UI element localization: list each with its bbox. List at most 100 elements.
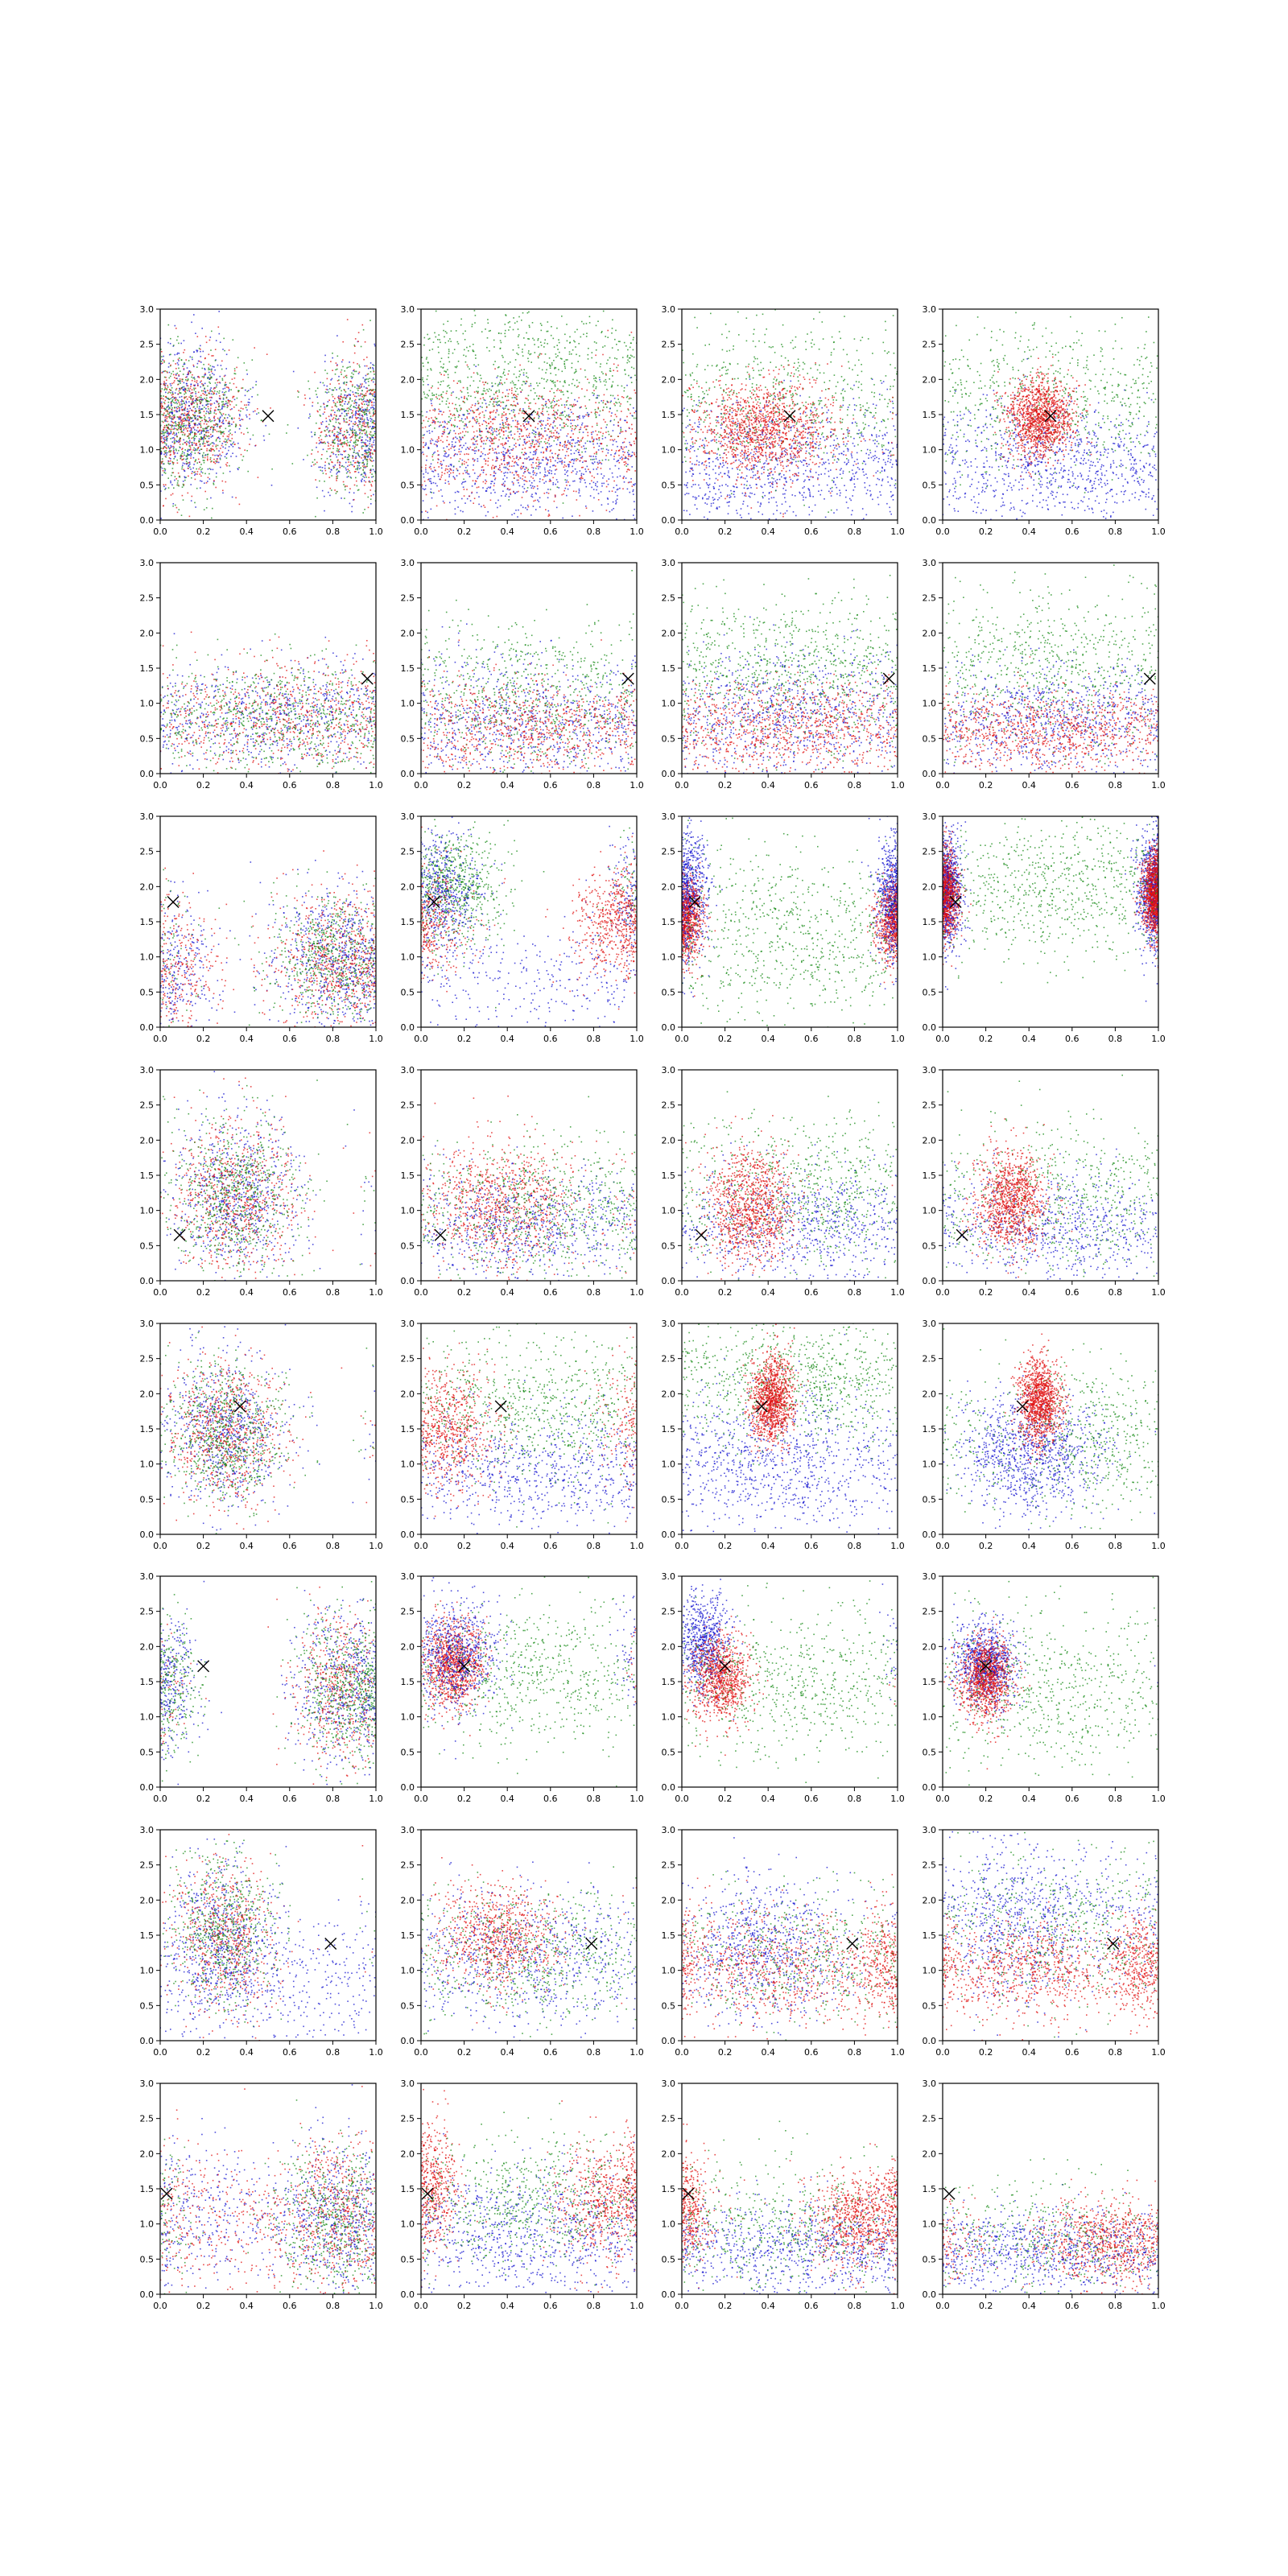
scatter-point [497, 411, 498, 412]
scatter-point [213, 366, 215, 368]
scatter-point [210, 365, 212, 367]
scatter-point [199, 461, 200, 463]
scatter-point [233, 383, 235, 385]
scatter-point [366, 453, 368, 455]
scatter-point [368, 507, 369, 509]
scatter-point [336, 431, 338, 433]
scatter-point [526, 453, 527, 455]
scatter-point [225, 448, 226, 449]
scatter-point [531, 487, 533, 489]
scatter-point [477, 393, 479, 394]
scatter-point [509, 413, 510, 415]
scatter-point [599, 440, 601, 441]
scatter-point [466, 347, 468, 349]
scatter-point [497, 377, 498, 378]
scatter-point [613, 481, 615, 482]
scatter-point [349, 503, 351, 505]
scatter-point [481, 469, 483, 471]
scatter-point [168, 414, 170, 415]
scatter-point [632, 452, 634, 453]
scatter-point [185, 425, 187, 427]
scatter-point [342, 446, 344, 448]
scatter-point [369, 445, 371, 447]
scatter-point [184, 463, 186, 464]
scatter-point [499, 432, 501, 434]
scatter-point [180, 416, 181, 418]
scatter-point [353, 452, 355, 453]
scatter-point [350, 409, 352, 411]
scatter-point [164, 489, 166, 490]
scatter-point [483, 472, 485, 473]
scatter-point [350, 381, 352, 382]
scatter-point [463, 355, 464, 357]
scatter-point [546, 458, 547, 460]
scatter-point [348, 476, 349, 477]
scatter-point [171, 475, 172, 477]
scatter-point [606, 486, 608, 488]
scatter-point [564, 490, 565, 492]
scatter-point [332, 441, 334, 443]
scatter-point [592, 431, 594, 433]
scatter-point [192, 437, 194, 439]
scatter-point [364, 485, 365, 486]
scatter-point [566, 495, 568, 497]
scatter-point [345, 462, 347, 464]
scatter-point [340, 444, 341, 445]
scatter-point [354, 395, 356, 397]
scatter-point [609, 357, 611, 359]
scatter-point [490, 493, 492, 494]
scatter-point [423, 454, 424, 456]
scatter-point [365, 477, 367, 478]
scatter-point [241, 454, 242, 456]
scatter-point [538, 357, 539, 359]
scatter-point [448, 374, 449, 376]
scatter-point [224, 417, 225, 419]
scatter-point [625, 345, 627, 347]
scatter-point [209, 369, 211, 370]
scatter-point [167, 477, 169, 479]
scatter-point [624, 342, 625, 344]
scatter-point [181, 449, 183, 451]
scatter-point [176, 403, 178, 405]
scatter-point [357, 435, 358, 436]
scatter-point [183, 420, 184, 422]
scatter-point [507, 488, 509, 489]
scatter-point [229, 446, 230, 448]
scatter-point [468, 448, 469, 450]
scatter-point [170, 458, 171, 460]
scatter-point [189, 440, 191, 442]
scatter-point [330, 459, 332, 460]
scatter-point [178, 364, 180, 365]
scatter-point [349, 464, 350, 466]
scatter-point [338, 470, 340, 472]
scatter-point [447, 472, 448, 473]
scatter-point [503, 473, 505, 474]
scatter-point [197, 448, 199, 449]
scatter-point [571, 411, 572, 413]
scatter-point [506, 421, 508, 423]
scatter-point [447, 469, 448, 470]
scatter-point [181, 514, 183, 516]
scatter-point [213, 445, 214, 447]
scatter-point [351, 378, 353, 379]
scatter-point [175, 397, 176, 398]
scatter-point [298, 396, 299, 398]
scatter-point [334, 398, 336, 399]
scatter-point [160, 363, 162, 365]
scatter-point [168, 433, 170, 435]
scatter-point [352, 417, 353, 419]
scatter-point [520, 513, 522, 514]
scatter-point [448, 444, 450, 446]
scatter-point [175, 476, 176, 477]
scatter-point [349, 455, 350, 456]
scatter-point [248, 404, 250, 406]
scatter-point [470, 410, 472, 411]
scatter-point [332, 419, 333, 420]
scatter-point [212, 391, 213, 393]
scatter-point [550, 461, 551, 463]
scatter-point [532, 459, 534, 460]
scatter-point [361, 346, 362, 348]
scatter-point [218, 407, 220, 408]
scatter-point [352, 506, 353, 508]
scatter-point [176, 436, 178, 438]
